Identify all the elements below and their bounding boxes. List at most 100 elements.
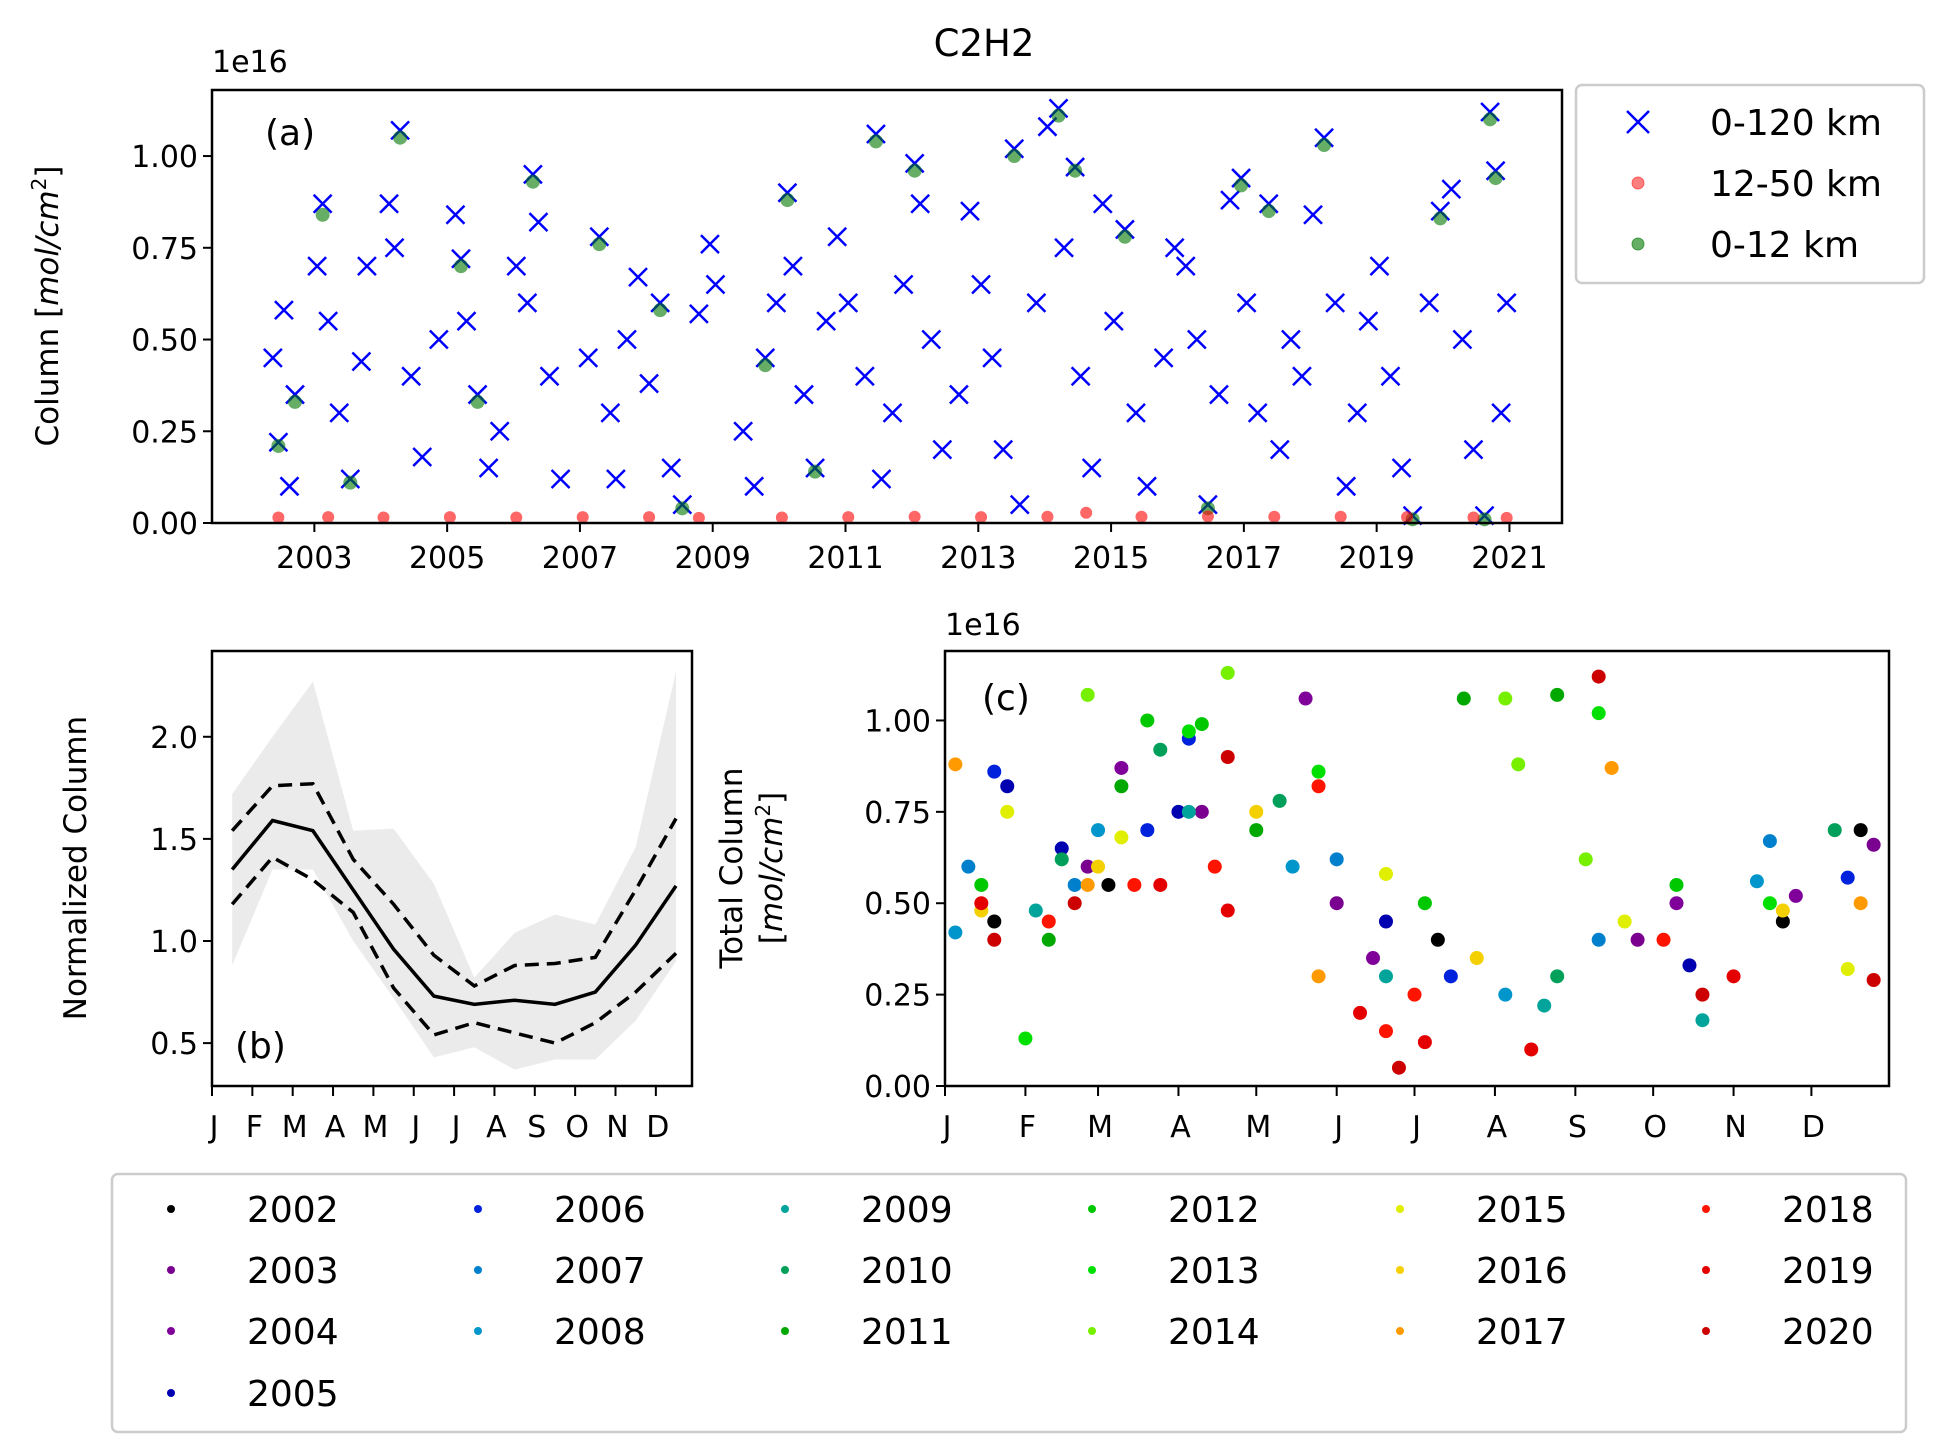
x-tick-label: M	[1245, 1110, 1271, 1145]
data-point	[271, 438, 286, 453]
data-point-x	[1092, 193, 1113, 214]
data-point-2019	[1353, 1005, 1368, 1020]
data-point-x	[783, 256, 803, 277]
data-point-x	[1103, 311, 1124, 332]
data-point-2011	[1550, 687, 1565, 702]
data-point-x	[401, 366, 422, 387]
x-tick-label: F	[1019, 1110, 1036, 1145]
panel-b-ylabel: Normalized Column	[58, 716, 94, 1020]
dot-marker-icon	[474, 1266, 482, 1274]
data-point-x	[949, 384, 969, 405]
std-line	[230, 781, 678, 988]
y-tick-label: 0.25	[864, 979, 931, 1014]
dot-marker-icon	[1702, 1205, 1710, 1213]
x-tick-label: N	[1724, 1110, 1746, 1145]
data-point-x	[882, 403, 903, 423]
legend-item-2006: 2006	[474, 1190, 646, 1231]
data-point-x	[733, 421, 754, 442]
data-point-2019	[1417, 1035, 1432, 1050]
data-point-2008	[1091, 823, 1106, 838]
data-point-x	[478, 458, 499, 478]
data-point	[1041, 510, 1054, 523]
data-point	[1261, 204, 1276, 219]
data-point-2008	[1749, 874, 1764, 889]
panel-c-ylabel-line1: Total Column	[714, 768, 750, 970]
data-point	[1433, 211, 1448, 226]
data-point	[675, 501, 690, 516]
legend-label: 2019	[1782, 1251, 1874, 1292]
legend-label: 2017	[1476, 1312, 1568, 1353]
data-point-x	[1009, 494, 1030, 515]
data-point-2020	[1391, 1060, 1406, 1075]
data-point-x	[550, 469, 571, 489]
panel-a-ylabel: Column [mol/cm2]	[27, 166, 66, 447]
x-tick-label: 2017	[1206, 541, 1282, 576]
data-point-2017	[1080, 877, 1095, 892]
data-point-2018	[1041, 914, 1056, 929]
dot-marker-icon	[167, 1205, 175, 1213]
panel-b-frame	[210, 649, 694, 1088]
data-point-x	[1391, 458, 1412, 478]
x-tick-label: A	[325, 1110, 346, 1145]
legend-item-2010: 2010	[781, 1251, 953, 1292]
data-point-x	[1336, 476, 1357, 497]
data-point-x	[766, 292, 787, 313]
legend-item-2003: 2003	[167, 1251, 339, 1292]
legend-item-2015: 2015	[1396, 1190, 1568, 1231]
panel-c-offset-text: 1e16	[945, 608, 1021, 643]
figure-title: C2H2	[934, 22, 1035, 65]
data-point-2010	[1550, 969, 1565, 984]
data-point-x	[1164, 237, 1185, 258]
dot-marker-icon	[474, 1327, 482, 1335]
legend-item-2008: 2008	[474, 1312, 646, 1353]
data-point	[1135, 510, 1148, 523]
data-point	[868, 134, 883, 149]
x-tick-label: J	[450, 1110, 461, 1145]
data-point-2020	[1220, 750, 1235, 765]
x-tick-label: A	[1170, 1110, 1191, 1145]
data-point-2018	[1207, 859, 1222, 874]
data-point-x	[661, 458, 682, 478]
dot-marker-icon	[1396, 1327, 1404, 1335]
data-point-x	[705, 274, 726, 295]
data-point-2003	[1194, 804, 1209, 819]
x-tick-label: O	[565, 1110, 589, 1145]
data-point-x	[489, 421, 510, 442]
legend-item-0-120km: 0-120 km	[1626, 103, 1882, 144]
data-point-x	[628, 267, 648, 288]
data-point	[1334, 510, 1347, 523]
data-point-x	[1209, 384, 1229, 405]
data-point-2015	[1000, 804, 1015, 819]
legend-label: 2004	[247, 1312, 339, 1353]
data-point-2020	[1866, 972, 1881, 987]
panel-a-frame	[210, 88, 1564, 525]
data-point	[592, 237, 607, 252]
data-point-2019	[1153, 877, 1168, 892]
data-point-x	[639, 373, 659, 394]
data-point-x	[578, 347, 599, 368]
data-point-x	[1347, 403, 1368, 423]
data-point	[576, 511, 589, 524]
data-point-2007	[1067, 877, 1082, 892]
data-point-2019	[1524, 1042, 1539, 1057]
data-point-2002	[987, 914, 1002, 929]
legend-label: 2008	[554, 1312, 646, 1353]
data-point-x	[445, 204, 466, 225]
dot-marker-icon	[1088, 1327, 1096, 1335]
data-point-x	[838, 292, 859, 313]
data-point	[1467, 511, 1480, 524]
legend-label: 12-50 km	[1710, 164, 1882, 205]
dot-marker-icon	[781, 1205, 789, 1213]
data-point-x	[412, 447, 433, 467]
data-point-2005	[1378, 914, 1393, 929]
data-point-2015	[1840, 962, 1855, 977]
data-point-x	[1026, 292, 1047, 313]
data-point-2002	[1775, 914, 1790, 929]
data-point	[692, 511, 705, 524]
legend-item-2017: 2017	[1396, 1312, 1568, 1353]
legend-label: 2015	[1476, 1190, 1568, 1231]
data-point-x	[1419, 292, 1440, 313]
legend-item-2019: 2019	[1702, 1251, 1874, 1292]
x-tick-label: 2013	[940, 541, 1016, 576]
legend-item-2011: 2011	[781, 1312, 953, 1353]
